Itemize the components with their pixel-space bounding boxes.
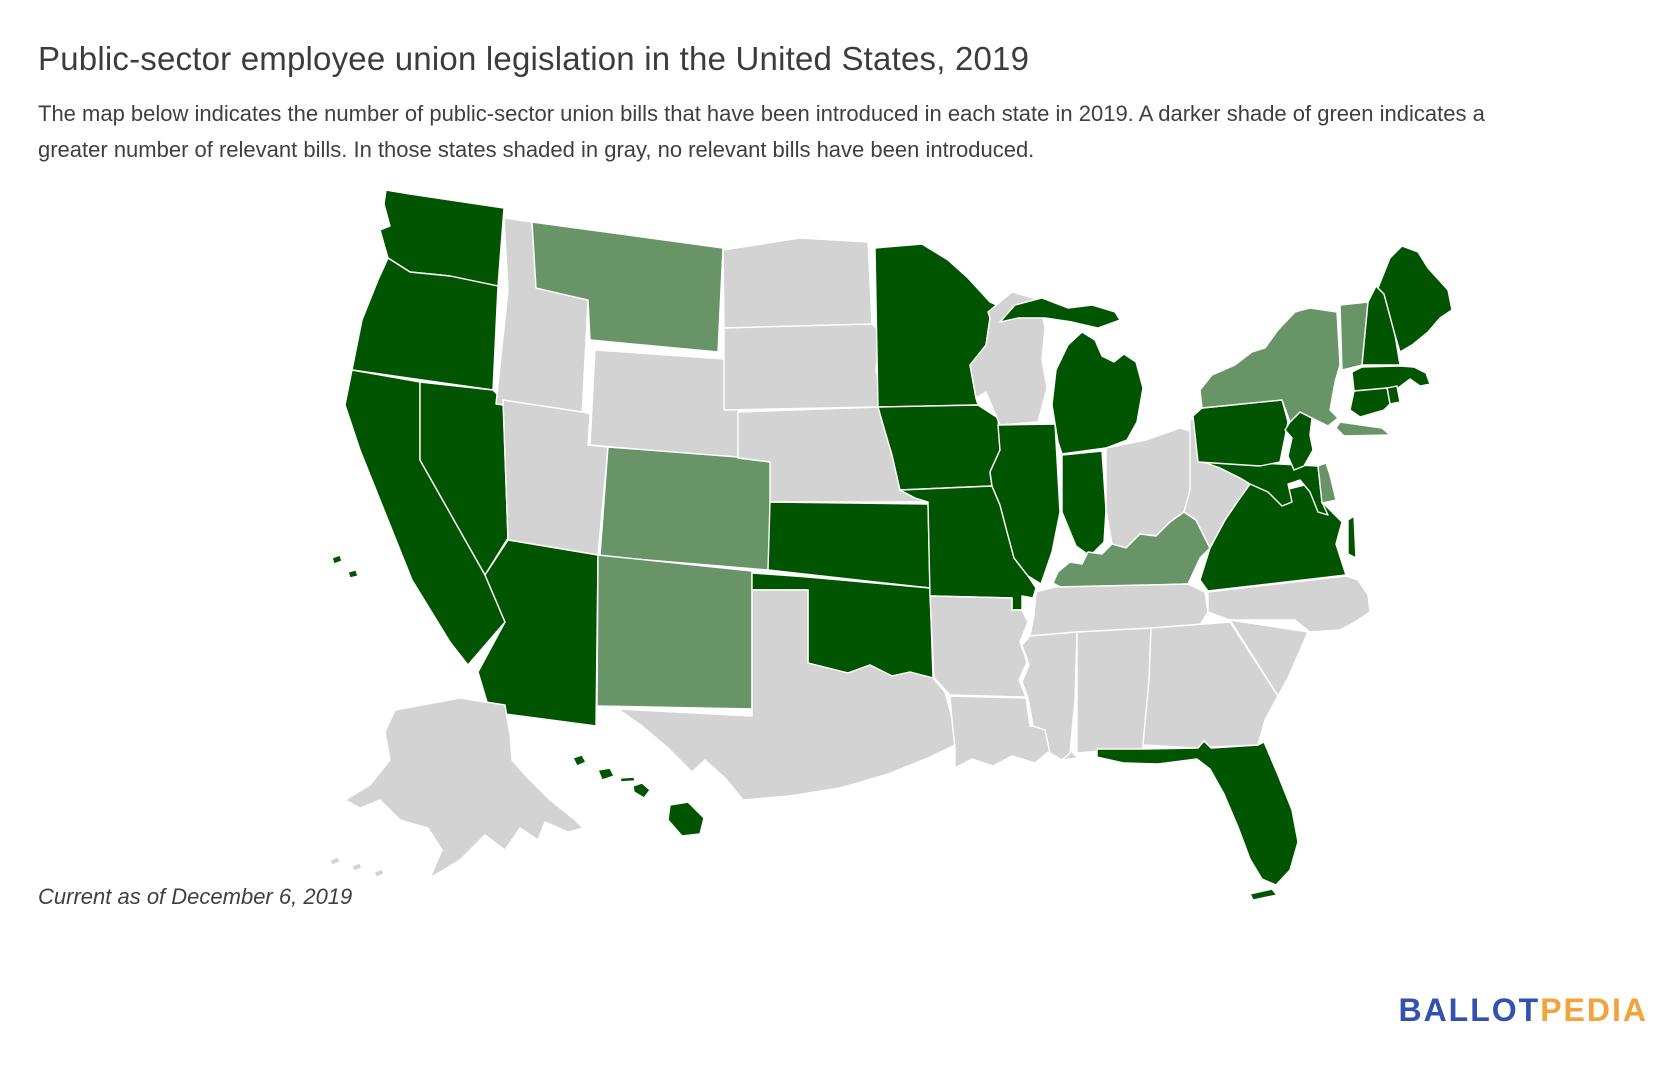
state-pennsylvania[interactable] <box>1192 399 1289 467</box>
page-description: The map below indicates the number of pu… <box>38 101 1485 162</box>
state-mississippi[interactable] <box>1021 631 1078 761</box>
state-texas[interactable] <box>617 589 956 801</box>
state-new-mexico[interactable] <box>596 554 753 710</box>
state-michigan[interactable] <box>999 297 1144 455</box>
page-title: Public-sector employee union legislation… <box>38 40 1030 77</box>
state-colorado[interactable] <box>599 446 775 571</box>
state-kansas[interactable] <box>767 501 931 589</box>
state-north-carolina[interactable] <box>1207 575 1371 633</box>
us-map-svg <box>329 189 1453 900</box>
state-new-york[interactable] <box>1199 307 1391 437</box>
state-wyoming[interactable] <box>589 349 741 459</box>
state-illinois[interactable] <box>989 423 1061 585</box>
state-maryland[interactable] <box>1197 459 1329 516</box>
logo-ballot-text: BALLOT <box>1398 992 1541 1028</box>
state-hawaii[interactable] <box>572 754 705 837</box>
state-south-carolina[interactable] <box>1229 619 1309 697</box>
us-choropleth-map <box>300 160 1460 900</box>
state-kentucky[interactable] <box>1052 511 1211 589</box>
state-delaware[interactable] <box>1317 462 1337 504</box>
state-connecticut[interactable] <box>1349 387 1391 418</box>
ballotpedia-logo: BALLOTPEDIA <box>1398 992 1648 1029</box>
state-alaska[interactable] <box>329 697 584 879</box>
state-south-dakota[interactable] <box>723 323 883 411</box>
state-florida[interactable] <box>1096 740 1299 900</box>
state-maine[interactable] <box>1377 245 1453 353</box>
state-montana[interactable] <box>531 221 724 353</box>
logo-pedia-text: PEDIA <box>1540 992 1648 1028</box>
state-arkansas[interactable] <box>929 595 1029 698</box>
footnote: Current as of December 6, 2019 <box>38 884 353 909</box>
state-tennessee[interactable] <box>1029 583 1209 637</box>
state-indiana[interactable] <box>1061 450 1107 557</box>
state-alabama[interactable] <box>1076 627 1152 764</box>
state-north-dakota[interactable] <box>722 237 873 329</box>
